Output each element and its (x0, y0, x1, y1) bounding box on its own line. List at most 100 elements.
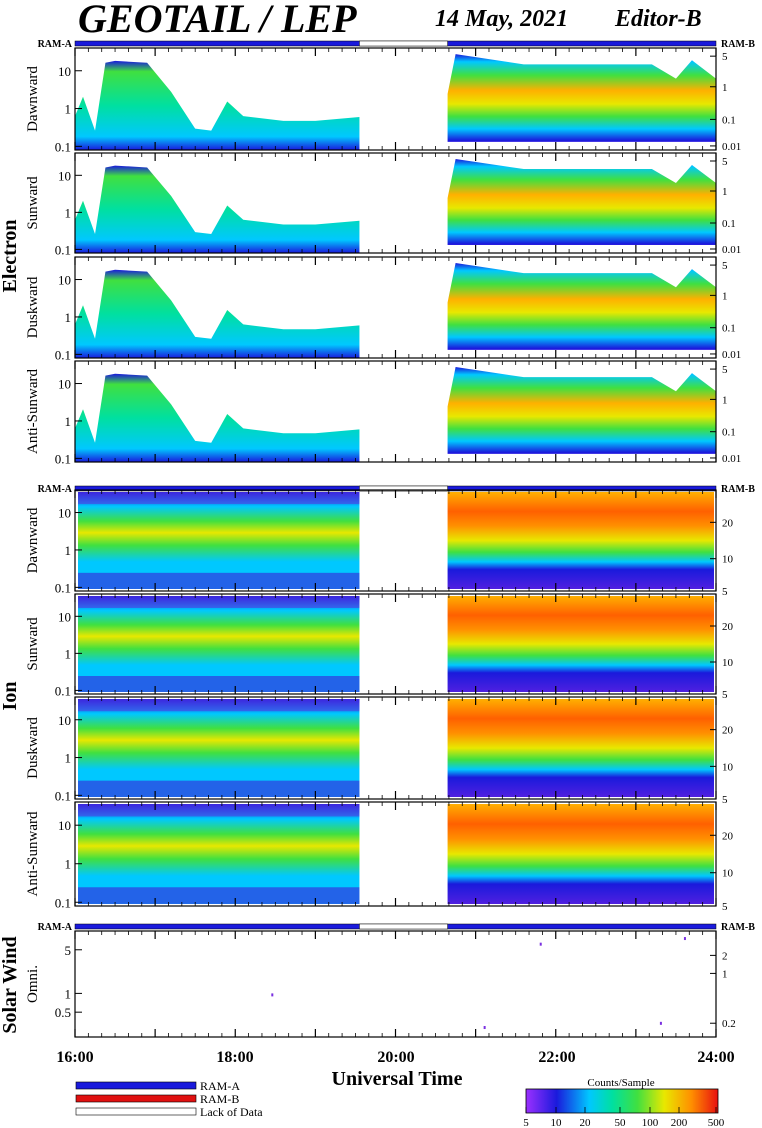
ion-noise-band (78, 887, 360, 904)
y-tick-label: 0.5 (55, 1005, 71, 1020)
y-tick-label: 5 (722, 364, 728, 376)
y-tick-label: 10 (58, 506, 71, 521)
legend-label-ram-a: RAM-A (200, 1079, 240, 1093)
legend-swatch-lack-of-data (75, 1107, 197, 1116)
panel-label: Omni. (25, 965, 41, 1003)
ion-noise-band (78, 699, 360, 712)
y-tick-label: 0.1 (55, 788, 71, 803)
y-tick-label: 10 (722, 657, 734, 669)
legend-swatch-ram-b (75, 1094, 197, 1103)
y-tick-label: 20 (722, 830, 734, 842)
electron-spectrogram-region (447, 54, 716, 151)
group-label-electron: Electron (0, 220, 21, 293)
y-tick-label: 1 (65, 102, 72, 117)
lack-of-data-bar (359, 485, 448, 492)
ion-noise-band (78, 804, 360, 817)
time-tick-label: 22:00 (538, 1049, 575, 1066)
y-tick-label: 10 (722, 554, 734, 566)
y-tick-label: 1 (722, 186, 728, 198)
y-tick-label: 1 (722, 82, 728, 94)
ion-spectrogram-region (447, 699, 714, 797)
y-tick-label: 0.1 (55, 242, 71, 257)
y-tick-label: 1 (722, 968, 728, 980)
panel-label: Sunward (25, 176, 41, 230)
y-tick-label: 5 (65, 943, 72, 958)
colorbar-tick-label: 200 (671, 1117, 688, 1128)
colorbar-tick-label: 10 (551, 1117, 563, 1128)
ion-noise-band (78, 780, 360, 797)
panel-label: Duskward (25, 717, 41, 779)
colorbar (525, 1088, 719, 1114)
y-tick-label: 5 (722, 260, 728, 272)
panel-label: Duskward (25, 276, 41, 338)
y-tick-label: 0.1 (55, 895, 71, 910)
y-tick-label: 1 (65, 986, 72, 1001)
legend-swatch-ram-a (75, 1081, 197, 1090)
y-tick-label: 0.1 (722, 218, 736, 230)
solar-wind-point (659, 1021, 662, 1025)
legend-label-ram-b: RAM-B (200, 1092, 239, 1106)
ion-noise-band (78, 492, 360, 505)
y-tick-label: 0.2 (722, 1018, 736, 1030)
y-tick-label: 10 (58, 168, 71, 183)
y-tick-label: 1 (65, 414, 72, 429)
y-tick-label: 1 (65, 646, 72, 661)
y-tick-label: 10 (58, 713, 71, 728)
colorbar-tick-label: 5 (523, 1117, 529, 1128)
ion-spectrogram-region (447, 804, 714, 904)
ram-a-label: RAM-A (38, 922, 73, 933)
y-tick-label: 0.1 (55, 451, 71, 466)
panel-label: Dawnward (25, 66, 41, 132)
solar-wind-point (683, 937, 686, 941)
y-tick-label: 10 (58, 273, 71, 288)
ram-b-label: RAM-B (721, 484, 755, 495)
ion-spectrogram-region (447, 492, 714, 589)
ram-b-label: RAM-B (721, 39, 755, 50)
lack-of-data-bar (359, 40, 448, 47)
time-tick-label: 24:00 (697, 1049, 734, 1066)
ram-a-label: RAM-A (38, 39, 73, 50)
y-tick-label: 5 (722, 156, 728, 168)
electron-spectrogram-region (75, 60, 360, 150)
y-tick-label: 1 (65, 857, 72, 872)
y-tick-label: 0.1 (55, 683, 71, 698)
panel-label: Anti-Sunward (25, 811, 41, 896)
ram-a-label: RAM-A (38, 484, 73, 495)
colorbar-tick-label: 100 (642, 1117, 659, 1128)
panel-label: Dawnward (25, 507, 41, 573)
y-tick-label: 0.1 (722, 323, 736, 335)
y-tick-label: 10 (58, 818, 71, 833)
y-tick-label: 5 (722, 51, 728, 63)
y-tick-label: 0.01 (722, 453, 741, 465)
y-tick-label: 5 (722, 901, 728, 913)
time-tick-label: 16:00 (56, 1049, 93, 1066)
y-tick-label: 5 (722, 689, 728, 701)
solar-wind-point (271, 993, 274, 997)
lack-of-data-bar (359, 923, 448, 930)
y-tick-label: 1 (65, 543, 72, 558)
y-tick-label: 1 (722, 290, 728, 302)
panel-label: Anti-Sunward (25, 369, 41, 454)
y-tick-label: 1 (722, 394, 728, 406)
chart-date: 14 May, 2021 (435, 6, 568, 32)
y-tick-label: 1 (65, 751, 72, 766)
y-tick-label: 20 (722, 725, 734, 737)
electron-spectrogram-region (75, 373, 360, 462)
y-tick-label: 5 (722, 794, 728, 806)
y-tick-label: 0.1 (722, 114, 736, 126)
electron-spectrogram-region (75, 269, 360, 358)
y-tick-label: 0.01 (722, 141, 741, 153)
colorbar-tick-label: 20 (580, 1117, 592, 1128)
colorbar-tick-label: 50 (615, 1117, 627, 1128)
solar-wind-point (483, 1026, 486, 1030)
electron-spectrogram-region (447, 159, 716, 253)
chart-title: GEOTAIL / LEP (78, 0, 357, 41)
solar-wind-point (539, 942, 542, 946)
y-tick-label: 20 (722, 517, 734, 529)
y-tick-label: 5 (722, 586, 728, 598)
chart-editor: Editor-B (614, 6, 702, 32)
time-tick-label: 18:00 (216, 1049, 253, 1066)
ram-b-label: RAM-B (721, 922, 755, 933)
y-tick-label: 0.01 (722, 244, 741, 256)
